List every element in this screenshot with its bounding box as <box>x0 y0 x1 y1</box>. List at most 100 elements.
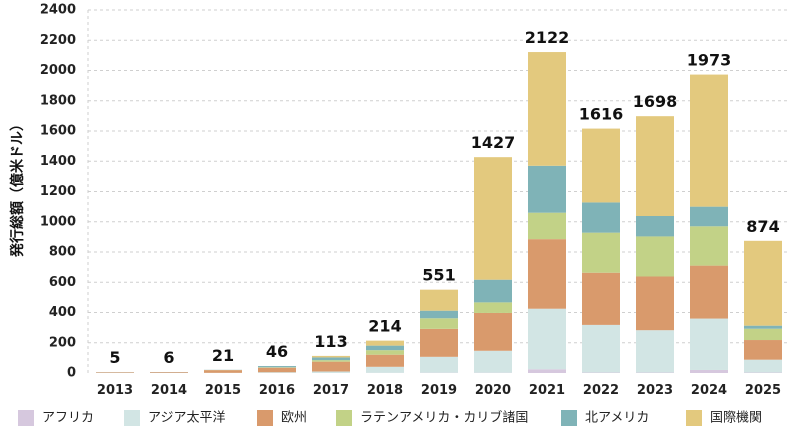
bar-segment-2014-2 <box>150 372 188 373</box>
bar-segment-2020-4 <box>474 279 512 303</box>
bar-segment-2016-2 <box>258 367 296 373</box>
bar-segment-2020-1 <box>474 350 512 373</box>
bar-segment-2022-4 <box>582 202 620 233</box>
bar-segment-2020-3 <box>474 302 512 313</box>
legend-swatch-5 <box>686 410 702 426</box>
bar-segment-2017-2 <box>312 361 350 372</box>
total-label-2022: 1616 <box>579 105 624 124</box>
x-tick-label-2020: 2020 <box>475 383 511 398</box>
legend-label-4: 北アメリカ <box>585 411 649 426</box>
bar-segment-2017-5 <box>312 355 350 358</box>
bar-segment-2025-5 <box>744 240 782 326</box>
gridlines <box>87 9 790 373</box>
bar-segment-2025-4 <box>744 325 782 329</box>
y-axis-label: 発行総額（億米ドル） <box>9 117 26 258</box>
total-label-2019: 551 <box>422 266 455 285</box>
bar-segment-2023-4 <box>636 216 674 237</box>
bar-segment-2018-4 <box>366 345 404 351</box>
legend-swatch-4 <box>561 410 577 426</box>
bar-segment-2018-1 <box>366 366 404 373</box>
bar-segment-2021-4 <box>528 165 566 213</box>
x-axis-ticks: 2013 2014 2015 2016 2017 2018 2019 2020 2021 2022… <box>97 383 781 398</box>
bar-segment-2024-1 <box>690 318 728 370</box>
x-tick-label-2015: 2015 <box>205 383 241 398</box>
total-label-2018: 214 <box>368 317 401 336</box>
legend-swatch-0 <box>18 410 34 426</box>
y-tick-label: 600 <box>49 275 76 290</box>
bar-segment-2020-2 <box>474 312 512 351</box>
legend-label-0: アフリカ <box>42 411 94 426</box>
bars <box>96 52 782 373</box>
x-tick-label-2019: 2019 <box>421 383 457 398</box>
y-tick-label: 2400 <box>40 3 76 18</box>
bar-segment-2023-5 <box>636 116 674 217</box>
x-tick-label-2021: 2021 <box>529 383 565 398</box>
y-tick-label: 400 <box>49 305 76 320</box>
legend-swatch-3 <box>336 410 352 426</box>
bar-segment-2024-2 <box>690 265 728 319</box>
bar-segment-2023-3 <box>636 236 674 277</box>
bar-segment-2022-5 <box>582 128 620 203</box>
legend-label-2: 欧州 <box>281 411 307 426</box>
total-label-2014: 6 <box>163 348 174 367</box>
total-labels: 5 6 21 46 113 214 551 1427 2122 1616 1698 1973 874 <box>109 28 779 367</box>
x-tick-label-2017: 2017 <box>313 383 349 398</box>
bar-segment-2021-2 <box>528 239 566 309</box>
y-tick-label: 1400 <box>40 154 76 169</box>
bar-segment-2019-2 <box>420 328 458 357</box>
bar-segment-2013-2 <box>96 372 134 373</box>
bar-segment-2024-4 <box>690 206 728 227</box>
bar-segment-2022-3 <box>582 232 620 273</box>
total-label-2021: 2122 <box>525 28 570 47</box>
x-tick-label-2018: 2018 <box>367 383 403 398</box>
bar-segment-2025-1 <box>744 359 782 373</box>
x-tick-label-2014: 2014 <box>151 383 187 398</box>
x-tick-label-2013: 2013 <box>97 383 133 398</box>
bar-segment-2016-1 <box>258 372 296 373</box>
bar-segment-2024-5 <box>690 74 728 207</box>
bar-segment-2021-3 <box>528 212 566 240</box>
total-label-2025: 874 <box>746 217 779 236</box>
y-axis-ticks: 0 200 400 600 800 1000 1200 1400 1600 1800 2000 220… <box>40 3 76 381</box>
bar-segment-2025-3 <box>744 328 782 341</box>
bar-segment-2024-3 <box>690 226 728 266</box>
bar-segment-2020-5 <box>474 157 512 280</box>
bar-segment-2019-1 <box>420 356 458 373</box>
y-tick-label: 1600 <box>40 124 76 139</box>
y-tick-label: 200 <box>49 335 76 350</box>
legend-label-5: 国際機関 <box>710 411 762 426</box>
bar-segment-2023-2 <box>636 276 674 331</box>
total-label-2015: 21 <box>212 346 234 365</box>
bar-segment-2017-4 <box>312 357 350 361</box>
legend-label-3: ラテンアメリカ・カリブ諸国 <box>360 410 528 426</box>
total-label-2020: 1427 <box>471 133 516 152</box>
bar-segment-2022-2 <box>582 272 620 325</box>
bar-segment-2018-3 <box>366 350 404 355</box>
y-tick-label: 2200 <box>40 33 76 48</box>
x-tick-label-2023: 2023 <box>637 383 673 398</box>
bar-segment-2019-3 <box>420 318 458 329</box>
x-tick-label-2016: 2016 <box>259 383 295 398</box>
bar-segment-2022-1 <box>582 324 620 373</box>
y-tick-label: 0 <box>67 366 76 381</box>
y-tick-label: 1000 <box>40 214 76 229</box>
y-tick-label: 2000 <box>40 63 76 78</box>
bar-segment-2025-2 <box>744 340 782 360</box>
total-label-2023: 1698 <box>633 92 678 111</box>
legend-label-1: アジア太平洋 <box>148 411 225 426</box>
legend-swatch-1 <box>124 410 140 426</box>
bar-segment-2021-1 <box>528 308 566 370</box>
bar-segment-2015-2 <box>204 370 242 373</box>
bar-segment-2018-5 <box>366 340 404 346</box>
x-tick-label-2022: 2022 <box>583 383 619 398</box>
y-tick-label: 1200 <box>40 184 76 199</box>
bar-segment-2016-4 <box>258 366 296 368</box>
bar-segment-2019-4 <box>420 310 458 319</box>
total-label-2013: 5 <box>109 348 120 367</box>
total-label-2024: 1973 <box>687 51 732 70</box>
bar-segment-2017-3 <box>312 360 350 362</box>
bar-segment-2021-0 <box>528 369 566 373</box>
total-label-2016: 46 <box>266 342 288 361</box>
